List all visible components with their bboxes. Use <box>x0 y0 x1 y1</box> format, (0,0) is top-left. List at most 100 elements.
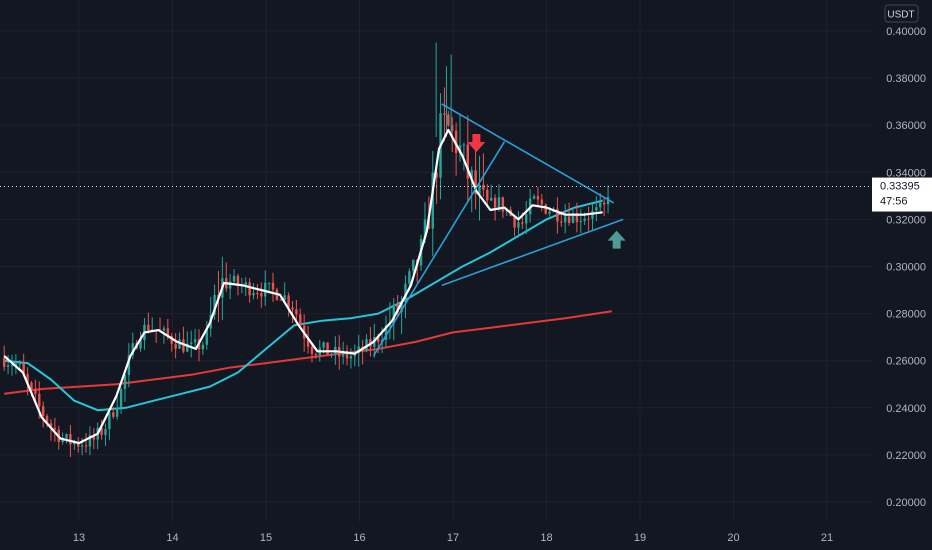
candle-body <box>73 442 76 445</box>
y-tick-label: 0.30000 <box>886 262 926 274</box>
candle-body <box>314 353 318 356</box>
price-axis[interactable]: 0.40000 0.38000 0.36000 0.34000 0.32000 0.300… <box>886 26 926 509</box>
candle-body <box>470 170 473 179</box>
candle-body <box>22 363 25 374</box>
candle-body <box>45 416 49 424</box>
candle-body <box>267 282 271 284</box>
candle-body <box>384 325 388 340</box>
candle-body <box>501 197 505 212</box>
time-axis[interactable]: 13 14 15 16 17 18 19 20 21 <box>73 532 833 544</box>
candle-body <box>564 216 567 223</box>
candle-body <box>131 343 134 356</box>
markers <box>467 134 626 249</box>
candle-body <box>583 218 586 221</box>
candle-body <box>264 282 267 297</box>
arrow-up-icon <box>607 230 626 249</box>
candle-body <box>49 423 53 428</box>
candle-body <box>458 145 462 153</box>
candle-body <box>412 259 415 272</box>
candle-body <box>521 222 524 224</box>
candle-body <box>88 435 92 447</box>
x-tick-label: 14 <box>166 532 178 544</box>
candle-body <box>606 197 610 205</box>
currency-badge[interactable]: USDT <box>884 4 919 23</box>
candle-body <box>493 197 497 208</box>
candle-body <box>14 363 18 366</box>
candle-body <box>112 412 115 417</box>
x-tick-label: 15 <box>260 532 272 544</box>
candle-body <box>404 283 407 302</box>
candle-body <box>306 338 310 347</box>
x-tick-label: 18 <box>540 532 552 544</box>
candle-body <box>377 337 380 343</box>
candle-body <box>178 339 181 349</box>
candle-body <box>10 365 14 367</box>
candle-body <box>299 314 302 326</box>
y-tick-label: 0.20000 <box>886 497 926 509</box>
candle-body <box>291 307 294 310</box>
candle-body <box>330 354 333 356</box>
candle-body <box>423 219 427 240</box>
candle-body <box>517 222 520 228</box>
indicator-lines <box>4 199 613 412</box>
candle-body <box>447 114 450 126</box>
candle-body <box>345 350 349 359</box>
candle-body <box>108 412 111 429</box>
candle-body <box>65 434 68 439</box>
candle-body <box>38 393 41 407</box>
candle-body <box>287 295 290 308</box>
candle-body <box>34 389 37 394</box>
candle-body <box>478 184 481 194</box>
candle-body <box>80 445 84 447</box>
candle-body <box>166 328 170 337</box>
candle-body <box>186 343 189 352</box>
candle-body <box>147 324 150 331</box>
candle-body <box>41 406 45 417</box>
candle-body <box>213 295 216 315</box>
candle-body <box>256 292 259 294</box>
candle-body <box>462 144 466 146</box>
candle-body <box>486 189 489 201</box>
trendline[interactable] <box>372 141 506 357</box>
candle-body <box>170 336 173 344</box>
current-price-value: 0.33395 <box>880 181 920 193</box>
candle-body <box>497 197 501 208</box>
candle-body <box>575 213 579 223</box>
candle-body <box>408 271 411 284</box>
grid-lines <box>0 0 872 522</box>
candle-body <box>556 208 559 222</box>
x-tick-label: 21 <box>821 532 833 544</box>
y-tick-label: 0.28000 <box>886 309 926 321</box>
trendlines[interactable] <box>3 103 624 445</box>
candle-body <box>466 144 470 179</box>
mid-ma-line <box>4 199 603 412</box>
candle-body <box>571 213 575 223</box>
x-tick-label: 16 <box>353 532 365 544</box>
candle-body <box>77 442 80 447</box>
candle-body <box>244 282 247 286</box>
y-tick-label: 0.40000 <box>886 26 926 38</box>
candle-body <box>271 282 275 290</box>
candle-body <box>232 275 236 282</box>
x-tick-label: 20 <box>727 532 739 544</box>
candle-body <box>322 342 325 348</box>
candle-body <box>123 375 127 390</box>
candle-body <box>162 328 166 331</box>
candle-body <box>544 204 547 214</box>
candle-body <box>6 365 10 367</box>
candle-body <box>392 304 395 324</box>
candle-body <box>587 218 590 220</box>
x-tick-label: 19 <box>634 532 646 544</box>
candle-body <box>579 220 582 223</box>
candle-body <box>115 407 119 417</box>
candle-body <box>119 389 123 408</box>
currency-label: USDT <box>887 10 914 21</box>
trendline[interactable] <box>441 218 624 287</box>
candle-body <box>201 344 205 350</box>
candle-body <box>205 328 208 345</box>
trendline[interactable] <box>441 103 615 204</box>
candle-body <box>193 339 197 343</box>
candle-body <box>431 172 434 229</box>
candle-body <box>443 113 446 115</box>
